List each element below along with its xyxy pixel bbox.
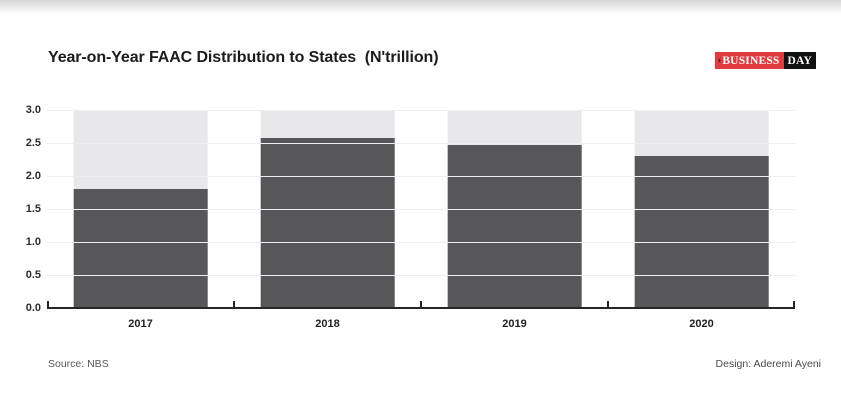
bar-chart-plot-area — [47, 110, 795, 309]
gridline-3.0 — [47, 110, 795, 111]
source-credit: Source: NBS — [48, 358, 109, 370]
y-axis-label-3.0: 3.0 — [25, 104, 41, 116]
x-axis-label-2019: 2019 — [502, 318, 527, 330]
logo-business-segment: › BUSINESS — [715, 52, 784, 69]
x-axis-tick — [793, 301, 795, 307]
y-axis-label-2.5: 2.5 — [25, 136, 41, 149]
bar-2019 — [447, 144, 582, 308]
gridline-2.5 — [47, 142, 795, 144]
businessday-logo: › BUSINESS DAY — [715, 52, 816, 69]
x-axis-label-2017: 2017 — [128, 318, 153, 330]
y-axis-label-1.5: 1.5 — [25, 203, 41, 215]
x-axis-tick — [420, 301, 422, 307]
gridline-0.5 — [47, 275, 795, 276]
logo-day-segment: DAY — [783, 52, 816, 69]
design-credit: Design: Aderemi Ayeni — [715, 358, 821, 370]
chevron-right-icon: › — [717, 54, 722, 66]
y-axis-label-1.0: 1.0 — [25, 235, 41, 248]
bar-2017 — [73, 189, 208, 308]
x-axis-label-2018: 2018 — [315, 318, 340, 330]
y-axis-label-0.5: 0.5 — [25, 269, 41, 281]
gridline-1.0 — [47, 241, 795, 243]
logo-business-text: BUSINESS — [722, 54, 780, 67]
y-axis-label-2.0: 2.0 — [25, 169, 41, 182]
x-axis-tick — [233, 301, 235, 307]
gridline-1.5 — [47, 209, 795, 210]
x-axis-tick — [607, 301, 609, 307]
x-axis-label-2020: 2020 — [689, 318, 714, 330]
bar-band-fg-2018 — [234, 110, 421, 308]
logo-day-text: DAY — [787, 54, 812, 67]
x-axis-line — [47, 307, 795, 309]
bar-band-fg-2019 — [421, 110, 608, 308]
bar-2018 — [260, 138, 395, 308]
gridline-2.0 — [47, 175, 795, 177]
x-axis-tick — [47, 301, 49, 307]
chart-title: Year-on-Year FAAC Distribution to States… — [48, 49, 439, 66]
bar-2020 — [634, 156, 769, 308]
top-edge-shadow — [0, 0, 841, 14]
y-axis-label-0.0: 0.0 — [25, 302, 41, 314]
y-axis-labels: 0.0 0.5 1.0 1.5 2.0 2.5 3.0 — [0, 104, 41, 314]
x-axis-labels: 2017 2018 2019 2020 — [47, 318, 795, 334]
bar-band-fg-2020 — [608, 110, 795, 308]
